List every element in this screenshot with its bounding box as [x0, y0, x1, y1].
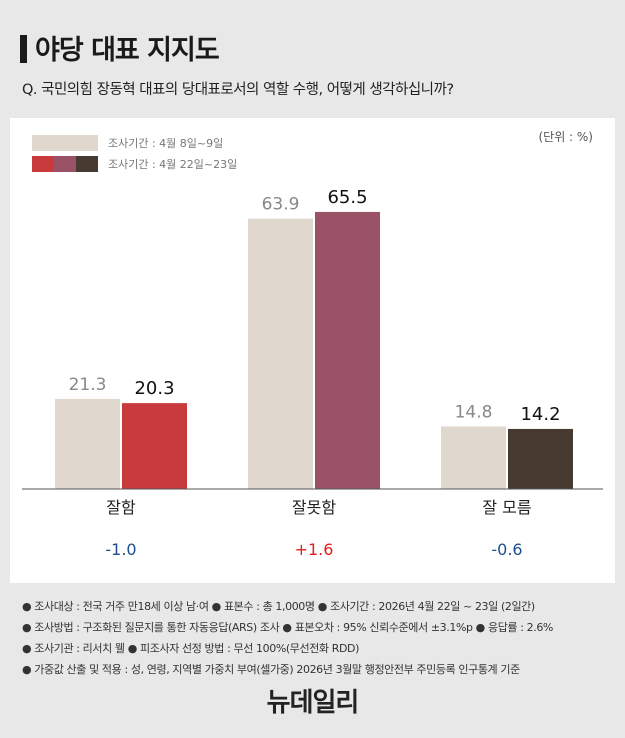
- value-label: 20.3: [134, 378, 174, 399]
- bar-apr8-9-2: [248, 218, 313, 489]
- newdaily-logo: 뉴데일리: [266, 688, 360, 718]
- footnote-line: ● 조사대상 : 전국 거주 만18세 이상 남·여 ● 표본수 : 총 1,0…: [22, 600, 535, 613]
- bar-apr8-9-1: [55, 398, 120, 489]
- footnote-line: ● 가중값 산출 및 적용 : 성, 연령, 지역별 가중치 부여(셀가중) 2…: [22, 663, 520, 676]
- value-label: 14.2: [520, 404, 560, 425]
- value-label: 65.5: [327, 187, 367, 208]
- legend-label-1: 조사기간 : 4월 8일~9일: [108, 137, 224, 150]
- change-label: -1.0: [105, 540, 136, 559]
- survey-question: Q. 국민의힘 장동혁 대표의 당대표로서의 역할 수행, 어떻게 생각하십니까…: [22, 82, 454, 98]
- bar-apr22-23-2: [315, 211, 380, 489]
- change-label: -0.6: [491, 540, 522, 559]
- category-label: 잘함: [106, 498, 136, 517]
- legend-item-1: 조사기간 : 4월 8일~9일: [32, 135, 223, 151]
- legend-swatch-1: [32, 135, 98, 151]
- value-label: 14.8: [455, 402, 493, 422]
- legend-item-2: 조사기간 : 4월 22일~23일: [32, 156, 237, 172]
- footnote-line: ● 조사방법 : 구조화된 질문지를 통한 자동응답(ARS) 조사 ● 표본오…: [22, 621, 553, 634]
- value-label: 63.9: [262, 195, 300, 215]
- change-label: +1.6: [295, 540, 334, 559]
- bar-apr8-9-3: [441, 426, 506, 489]
- footnote-line: ● 조사기관 : 리서치 웰 ● 피조사자 선정 방법 : 무선 100%(무선…: [22, 642, 360, 655]
- title-marker: [20, 35, 27, 63]
- category-label: 잘못함: [292, 498, 336, 517]
- bar-chart: 21.3 20.3 잘함 -1.0 63.9 65.5 잘못함 +1.6 14.8 14.2 잘 모…: [22, 187, 603, 559]
- legend-swatch-2: [32, 156, 98, 172]
- survey-footnotes: ● 조사대상 : 전국 거주 만18세 이상 남·여 ● 표본수 : 총 1,0…: [22, 596, 553, 680]
- unit-label: (단위 : %): [538, 130, 593, 144]
- bar-apr22-23-3: [508, 428, 573, 489]
- bar-apr22-23-1: [122, 403, 187, 489]
- legend-label-2: 조사기간 : 4월 22일~23일: [108, 158, 238, 171]
- category-label: 잘 모름: [482, 498, 531, 517]
- page-title: 야당 대표 지지도: [20, 28, 220, 67]
- value-label: 21.3: [69, 375, 107, 395]
- title-text: 야당 대표 지지도: [35, 35, 220, 66]
